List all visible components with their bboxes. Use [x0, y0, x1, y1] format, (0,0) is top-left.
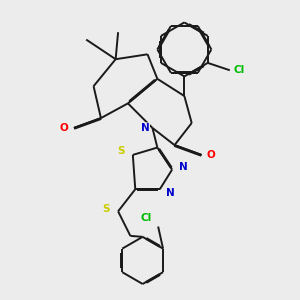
- Text: O: O: [60, 123, 68, 133]
- Text: Cl: Cl: [233, 65, 244, 75]
- Text: S: S: [117, 146, 124, 156]
- Text: N: N: [141, 123, 149, 133]
- Text: N: N: [178, 162, 187, 172]
- Text: N: N: [166, 188, 175, 198]
- Text: O: O: [207, 150, 216, 160]
- Text: Cl: Cl: [140, 213, 152, 223]
- Text: S: S: [102, 204, 110, 214]
